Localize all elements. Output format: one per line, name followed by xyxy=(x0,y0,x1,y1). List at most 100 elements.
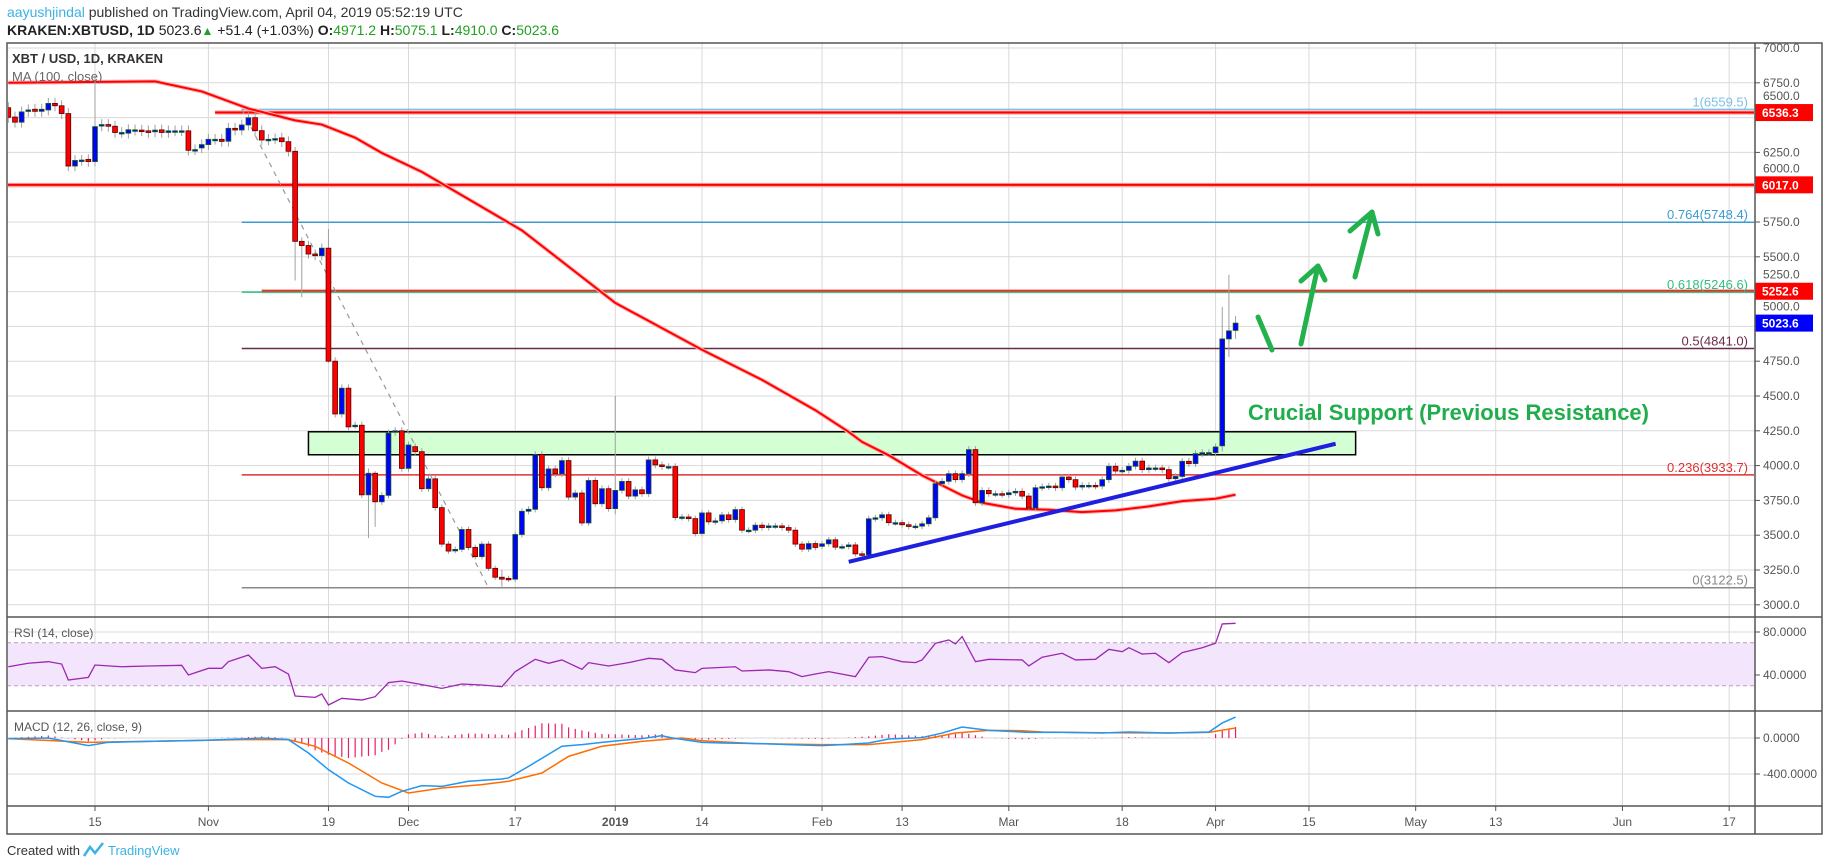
candle xyxy=(1186,460,1192,465)
candle xyxy=(1212,446,1219,454)
price-axis-label: 7000.0 xyxy=(1763,41,1800,55)
candle xyxy=(1019,490,1025,497)
candle xyxy=(479,543,485,558)
candle xyxy=(185,130,192,151)
price-axis-label: 5750.0 xyxy=(1763,215,1800,229)
close-label: C: xyxy=(501,22,517,38)
tradingview-brand-link[interactable]: TradingView xyxy=(107,842,180,858)
footer: Created with TradingView xyxy=(7,842,180,858)
candle xyxy=(399,430,405,469)
candle xyxy=(245,117,252,126)
candle xyxy=(1199,452,1206,455)
candle xyxy=(545,468,552,489)
price-axis-label: 5000.0 xyxy=(1763,300,1800,314)
price-axis-label: 6250.0 xyxy=(1763,145,1800,159)
price-badge xyxy=(1755,176,1813,194)
chart-legend-title[interactable]: XBT / USD, 1D, KRAKEN xyxy=(12,51,163,66)
price-axis-label: 4000.0 xyxy=(1763,459,1800,473)
candle xyxy=(505,577,512,581)
candle xyxy=(832,539,839,548)
price-change: +51.4 (+1.03%) xyxy=(217,22,314,38)
time-axis-label: 17 xyxy=(1722,815,1736,829)
candle xyxy=(985,489,992,495)
candle xyxy=(1166,469,1172,480)
candle xyxy=(512,534,519,580)
candle xyxy=(238,124,245,131)
candle xyxy=(852,544,859,555)
candle xyxy=(1179,460,1186,477)
time-axis-label: 18 xyxy=(1116,815,1130,829)
candle xyxy=(92,126,98,162)
fib-level-label: 0.764(5748.4) xyxy=(1667,207,1748,222)
candle xyxy=(472,547,478,558)
candle xyxy=(532,454,539,510)
candle xyxy=(1099,479,1105,487)
candle xyxy=(959,473,965,481)
candle xyxy=(1026,495,1032,509)
price-axis-label: 3750.0 xyxy=(1763,493,1800,507)
candle xyxy=(365,472,372,496)
green-zigzag-stroke xyxy=(1255,314,1275,353)
candle xyxy=(972,449,979,504)
candle xyxy=(612,489,619,510)
low-value: 4910.0 xyxy=(454,22,498,38)
candle xyxy=(1086,484,1092,488)
candle xyxy=(232,127,238,131)
candle xyxy=(425,478,432,490)
candle xyxy=(338,387,345,415)
candle xyxy=(345,387,352,428)
candle xyxy=(152,129,158,133)
price-axis-label: 3500.0 xyxy=(1763,528,1800,542)
candle xyxy=(1052,485,1059,489)
candle xyxy=(1172,476,1179,480)
price-axis-label: 3250.0 xyxy=(1763,563,1800,577)
candle xyxy=(352,424,358,428)
candle xyxy=(165,130,172,133)
time-axis-label: 19 xyxy=(322,815,336,829)
candle xyxy=(412,446,418,453)
support-trendline xyxy=(848,441,1337,564)
macd-signal-line xyxy=(8,727,1236,794)
candle xyxy=(899,522,905,526)
candle xyxy=(432,478,438,509)
time-axis-label: 14 xyxy=(695,815,709,829)
candle xyxy=(752,524,759,531)
macd-legend[interactable]: MACD (12, 26, close, 9) xyxy=(14,720,143,734)
candle xyxy=(1066,476,1072,481)
candle xyxy=(805,543,812,550)
candle xyxy=(265,138,272,142)
ma-legend[interactable]: MA (100, close) xyxy=(12,69,103,84)
candle xyxy=(65,113,72,167)
candle xyxy=(785,527,792,531)
candle xyxy=(1072,479,1079,488)
candle xyxy=(645,459,652,495)
candle xyxy=(218,138,225,142)
candle xyxy=(1132,460,1139,467)
author-link[interactable]: aayushjindal xyxy=(7,4,85,20)
up-triangle-icon: ▲ xyxy=(201,24,214,38)
time-axis-label: Dec xyxy=(398,815,419,829)
candle xyxy=(212,138,218,142)
candle xyxy=(905,524,912,527)
candle xyxy=(8,107,12,118)
candle xyxy=(745,529,752,533)
candle xyxy=(32,108,38,112)
candle xyxy=(392,430,398,433)
candle xyxy=(865,518,872,556)
symbol-info: KRAKEN:XBTUSD, 1D 5023.6▲ +51.4 (+1.03%)… xyxy=(7,22,559,39)
candle xyxy=(539,454,545,489)
tradingview-logo-icon xyxy=(82,842,104,857)
candle xyxy=(939,480,945,485)
candle xyxy=(405,444,412,469)
candle xyxy=(965,449,972,475)
rsi-legend[interactable]: RSI (14, close) xyxy=(14,626,94,640)
time-axis-label: Feb xyxy=(812,815,833,829)
high-value: 5075.1 xyxy=(394,22,438,38)
candle xyxy=(605,488,612,510)
candle xyxy=(379,494,385,503)
time-axis-label: 15 xyxy=(88,815,102,829)
price-badge xyxy=(1755,104,1813,122)
candle xyxy=(632,489,639,497)
candle xyxy=(285,141,292,152)
